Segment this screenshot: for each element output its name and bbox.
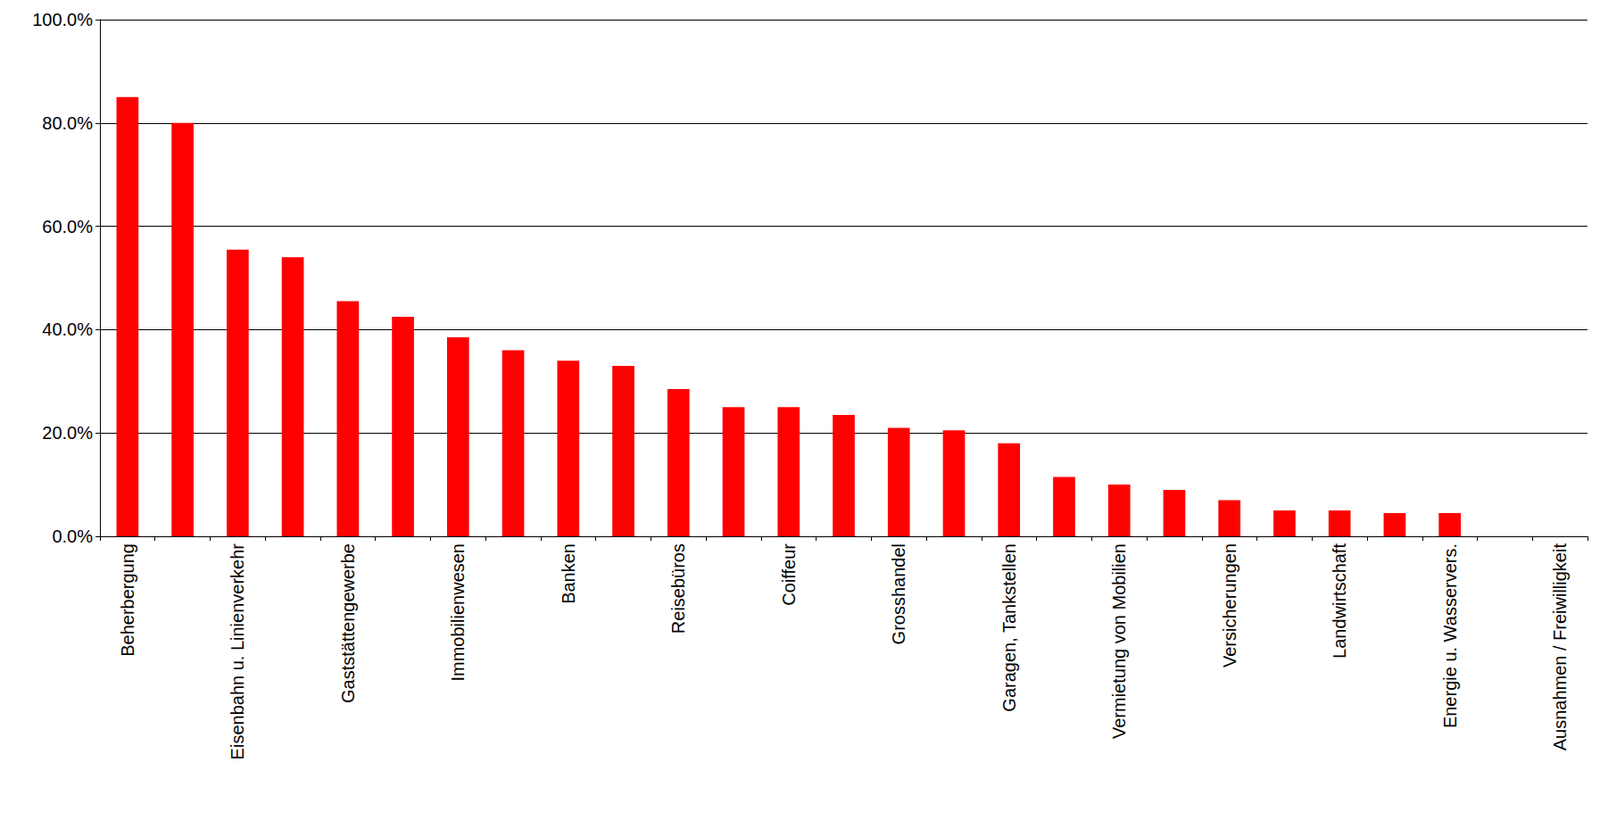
svg-text:Versicherungen: Versicherungen <box>1219 543 1240 668</box>
svg-text:Energie u. Wasservers.: Energie u. Wasservers. <box>1440 543 1460 729</box>
svg-text:40.0%: 40.0% <box>41 319 93 340</box>
svg-text:80.0%: 80.0% <box>41 113 93 133</box>
svg-text:Beherbergung: Beherbergung <box>117 543 138 657</box>
svg-text:20.0%: 20.0% <box>41 422 93 443</box>
svg-text:Banken: Banken <box>558 543 579 605</box>
svg-text:100.0%: 100.0% <box>32 9 93 30</box>
svg-text:Immobilienwesen: Immobilienwesen <box>447 543 468 682</box>
svg-text:Eisenbahn u. Linienverkehr: Eisenbahn u. Linienverkehr <box>227 543 248 761</box>
svg-text:Gaststättengewerbe: Gaststättengewerbe <box>338 543 358 704</box>
svg-text:0.0%: 0.0% <box>51 526 93 547</box>
svg-text:Ausnahmen / Freiwilligkeit: Ausnahmen / Freiwilligkeit <box>1550 543 1570 752</box>
svg-text:Coiffeur: Coiffeur <box>779 543 799 606</box>
svg-text:Grosshandel: Grosshandel <box>888 543 909 645</box>
svg-text:Reisebüros: Reisebüros <box>668 543 689 634</box>
svg-text:Garagen, Tankstellen: Garagen, Tankstellen <box>999 543 1020 713</box>
svg-text:Vermietung von Mobilien: Vermietung von Mobilien <box>1109 543 1129 739</box>
svg-text:Landwirtschaft: Landwirtschaft <box>1329 543 1350 659</box>
svg-text:60.0%: 60.0% <box>41 216 93 237</box>
